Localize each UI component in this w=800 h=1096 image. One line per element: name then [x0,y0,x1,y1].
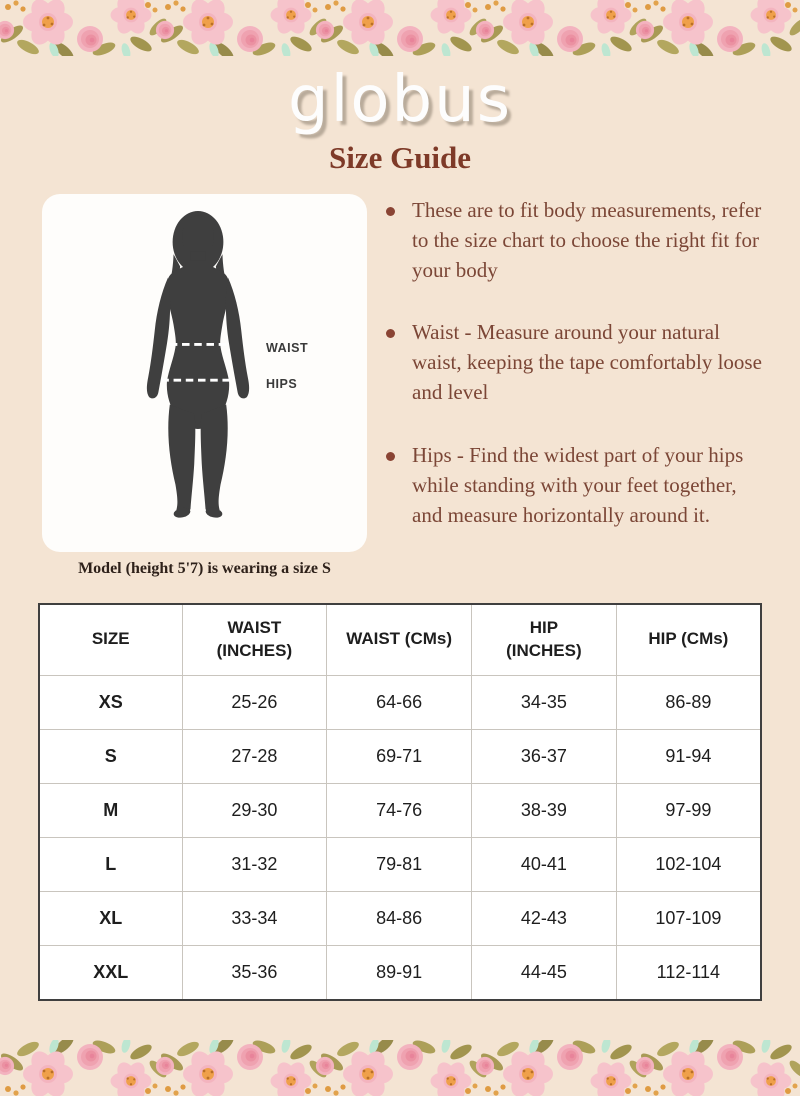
measurement-cell: 112-114 [615,944,762,1001]
bullet-icon [386,451,395,461]
tip-item: Waist - Measure around your natural wais… [385,318,762,407]
measurement-cell: 107-109 [615,890,762,946]
table-row: XL 33-34 84-86 42-43 107-109 [38,890,762,946]
hips-line-label: HIPS [266,377,297,391]
bullet-icon [386,207,395,216]
bullet-icon [386,329,395,339]
brand-logo: globus [287,63,513,137]
size-cell: XXL [38,944,183,1001]
measurement-cell: 64-66 [326,674,472,730]
header-hip-cms: HIP (CMs) [615,603,762,676]
size-cell: XL [38,890,183,946]
size-cell: XS [38,674,183,730]
body-silhouette-icon: WAIST HIPS [146,210,308,518]
table-row: M 29-30 74-76 38-39 97-99 [38,782,762,838]
model-note: Model (height 5'7) is wearing a size S [78,560,331,577]
measurement-cell: 25-26 [181,674,328,730]
table-row: L 31-32 79-81 40-41 102-104 [38,836,762,892]
tip-item: These are to fit body measurements, refe… [385,196,762,285]
size-cell: L [38,836,183,892]
measurement-cell: 38-39 [471,782,617,838]
size-cell: M [38,782,183,838]
measurement-cell: 31-32 [181,836,328,892]
measurement-cell: 91-94 [615,728,762,784]
floral-border-bottom-icon [0,1040,800,1096]
body-measurement-card: WAIST HIPS [42,194,367,552]
measurement-cell: 69-71 [326,728,472,784]
measurement-cell: 34-35 [471,674,617,730]
page-title: Size Guide [328,140,472,175]
measurement-cell: 29-30 [181,782,328,838]
table-row: S 27-28 69-71 36-37 91-94 [38,728,762,784]
tip-item: Hips - Find the widest part of your hips… [385,441,762,530]
header-size: SIZE [38,603,183,676]
floral-border-top-icon [0,0,800,56]
measurement-cell: 33-34 [181,890,328,946]
tip-text: Waist - Measure around your natural wais… [412,320,762,405]
header-waist-cms: WAIST (CMs) [326,603,472,676]
measurement-cell: 42-43 [471,890,617,946]
tip-text: Hips - Find the widest part of your hips… [412,442,744,527]
size-cell: S [38,728,183,784]
measurement-cell: 79-81 [326,836,472,892]
header-waist-inches: WAIST (INCHES) [181,603,328,676]
measurement-cell: 27-28 [181,728,328,784]
content-row: WAIST HIPS Model (height 5'7) is wearing… [0,194,800,578]
measurement-cell: 74-76 [326,782,472,838]
measurement-cell: 86-89 [615,674,762,730]
header-hip-inches: HIP (INCHES) [471,603,617,676]
size-chart-table: SIZE WAIST (INCHES) WAIST (CMs) HIP (INCHE… [38,603,762,1001]
measurement-cell: 102-104 [615,836,762,892]
table-header-row: SIZE WAIST (INCHES) WAIST (CMs) HIP (INCHE… [38,603,762,676]
table-row: XXL 35-36 89-91 44-45 112-114 [38,944,762,1001]
measurement-cell: 35-36 [181,944,328,1001]
measurement-cell: 84-86 [326,890,472,946]
figure-column: WAIST HIPS Model (height 5'7) is wearing… [42,194,367,578]
measurement-cell: 40-41 [471,836,617,892]
measurement-tips-list: These are to fit body measurements, refe… [367,196,762,530]
tip-text: These are to fit body measurements, refe… [412,198,762,282]
measurement-cell: 44-45 [471,944,617,1001]
table-row: XS 25-26 64-66 34-35 86-89 [38,674,762,730]
measurement-cell: 89-91 [326,944,472,1001]
measurement-cell: 36-37 [471,728,617,784]
measurement-cell: 97-99 [615,782,762,838]
size-chart-body: XS 25-26 64-66 34-35 86-89 S 27-28 69-71 36-37 91… [38,674,762,1001]
waist-line-label: WAIST [266,341,308,355]
